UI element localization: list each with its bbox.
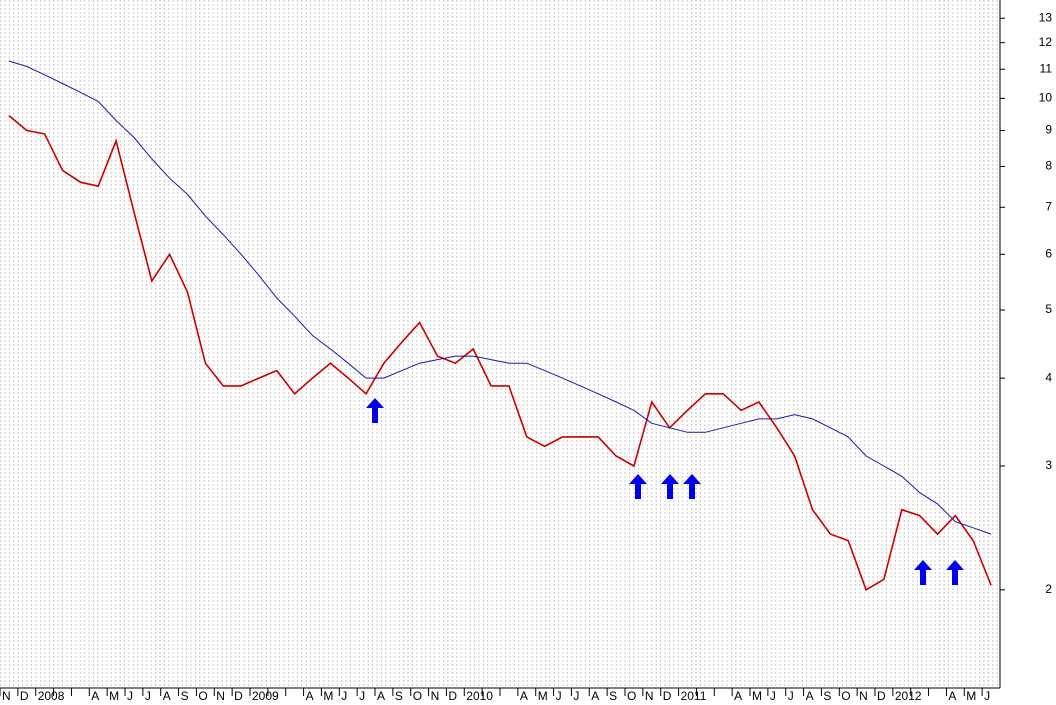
x-tick-label: D <box>20 689 29 703</box>
series-line <box>8 60 992 535</box>
x-tick-label: D <box>877 689 886 703</box>
buy-arrow <box>661 474 679 499</box>
x-tick-label: M <box>538 689 548 703</box>
x-tick-label: J <box>984 689 990 703</box>
y-tick-label: 3 <box>1045 458 1052 472</box>
y-tick-label: 11 <box>1040 61 1053 75</box>
buy-arrow <box>683 474 701 499</box>
x-tick-label: J <box>788 689 794 703</box>
x-tick-label: M <box>323 689 333 703</box>
x-tick-label: A <box>948 689 956 703</box>
y-tick-label: 13 <box>1039 10 1053 24</box>
x-tick-label: J <box>573 689 579 703</box>
x-tick-label: D <box>234 689 243 703</box>
x-tick-label: S <box>609 689 617 703</box>
y-tick-label: 4 <box>1045 370 1052 384</box>
background-grid <box>0 0 1000 688</box>
buy-arrow <box>914 560 932 585</box>
x-tick-label: J <box>341 689 347 703</box>
x-tick-label: 2011 <box>681 689 707 703</box>
x-tick-label: A <box>806 689 814 703</box>
y-tick-label: 12 <box>1039 35 1053 49</box>
y-tick-label: 9 <box>1045 123 1052 137</box>
x-tick-label: N <box>2 689 11 703</box>
x-tick-label: 2009 <box>252 689 279 703</box>
x-tick-label: 2012 <box>895 689 922 703</box>
series-line <box>8 114 992 591</box>
x-tick-label: M <box>109 689 119 703</box>
x-tick-label: J <box>145 689 151 703</box>
x-tick-label: O <box>841 689 850 703</box>
x-tick-label: O <box>413 689 422 703</box>
x-tick-label: O <box>198 689 207 703</box>
x-tick-label: A <box>591 689 599 703</box>
y-tick-label: 2 <box>1045 582 1052 596</box>
x-tick-label: D <box>448 689 457 703</box>
x-tick-label: A <box>163 689 171 703</box>
x-tick-label: 2010 <box>466 689 493 703</box>
x-tick-label: J <box>556 689 562 703</box>
y-tick-label: 10 <box>1039 91 1053 105</box>
y-tick-label: 7 <box>1045 199 1052 213</box>
x-tick-label: A <box>306 689 314 703</box>
x-tick-label: D <box>663 689 672 703</box>
buy-signals <box>366 398 964 585</box>
buy-arrow <box>366 398 384 423</box>
x-tick-label: M <box>752 689 762 703</box>
x-tick-label: A <box>377 689 385 703</box>
y-tick-label: 6 <box>1045 247 1052 261</box>
x-tick-label: A <box>734 689 742 703</box>
x-tick-label: N <box>431 689 440 703</box>
x-tick-label: N <box>859 689 868 703</box>
y-tick-label: 8 <box>1045 159 1052 173</box>
x-tick-label: S <box>823 689 831 703</box>
x-tick-label: N <box>645 689 654 703</box>
x-tick-label: A <box>91 689 99 703</box>
buy-arrow <box>946 560 964 585</box>
x-tick-label: S <box>181 689 189 703</box>
x-tick-label: A <box>520 689 528 703</box>
x-tick-label: S <box>395 689 403 703</box>
x-tick-label: J <box>770 689 776 703</box>
y-tick-label: 5 <box>1045 302 1052 316</box>
x-tick-label: N <box>216 689 225 703</box>
x-tick-label: 2008 <box>38 689 65 703</box>
x-tick-label: M <box>966 689 976 703</box>
x-tick-label: J <box>127 689 133 703</box>
buy-arrow <box>629 474 647 499</box>
x-tick-label: J <box>359 689 365 703</box>
x-tick-label: O <box>627 689 636 703</box>
